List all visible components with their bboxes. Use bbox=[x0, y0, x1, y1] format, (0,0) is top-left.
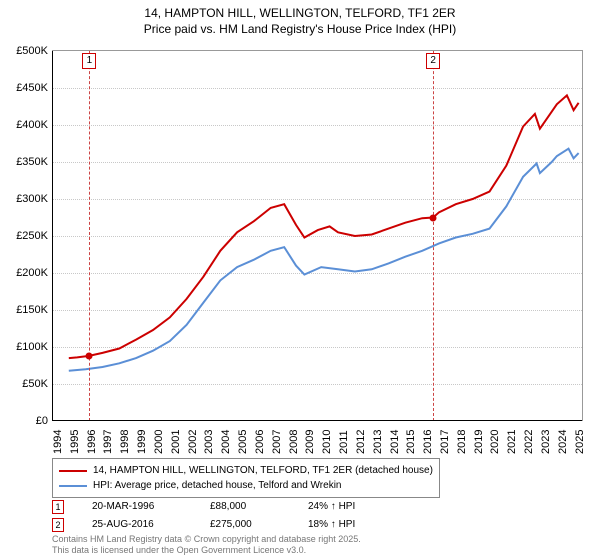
legend-swatch bbox=[59, 485, 87, 487]
y-tick-label: £250K bbox=[4, 230, 48, 242]
footer-attribution: Contains HM Land Registry data © Crown c… bbox=[52, 534, 361, 556]
transaction-price: £275,000 bbox=[210, 516, 280, 534]
x-tick-label: 2019 bbox=[473, 424, 485, 454]
x-tick-label: 2023 bbox=[540, 424, 552, 454]
transaction-date: 25-AUG-2016 bbox=[92, 516, 182, 534]
transaction-price: £88,000 bbox=[210, 498, 280, 516]
x-tick-label: 2024 bbox=[557, 424, 569, 454]
x-tick-label: 1998 bbox=[119, 424, 131, 454]
marker-label: 2 bbox=[426, 53, 440, 69]
x-tick-label: 1997 bbox=[102, 424, 114, 454]
title-line-1: 14, HAMPTON HILL, WELLINGTON, TELFORD, T… bbox=[0, 6, 600, 22]
legend-label: 14, HAMPTON HILL, WELLINGTON, TELFORD, T… bbox=[93, 463, 433, 478]
x-tick-label: 2018 bbox=[456, 424, 468, 454]
chart-title: 14, HAMPTON HILL, WELLINGTON, TELFORD, T… bbox=[0, 0, 600, 37]
x-tick-label: 1999 bbox=[136, 424, 148, 454]
y-tick-label: £400K bbox=[4, 119, 48, 131]
transaction-table: 1 20-MAR-1996 £88,000 24% ↑ HPI 2 25-AUG… bbox=[52, 498, 355, 534]
x-tick-label: 1994 bbox=[52, 424, 64, 454]
footer-line-1: Contains HM Land Registry data © Crown c… bbox=[52, 534, 361, 545]
chart-container: 14, HAMPTON HILL, WELLINGTON, TELFORD, T… bbox=[0, 0, 600, 560]
x-tick-label: 2021 bbox=[506, 424, 518, 454]
y-tick-label: £150K bbox=[4, 304, 48, 316]
series-line-price_paid bbox=[69, 95, 579, 358]
y-tick-label: £300K bbox=[4, 193, 48, 205]
transaction-delta: 24% ↑ HPI bbox=[308, 498, 355, 516]
x-tick-label: 2016 bbox=[422, 424, 434, 454]
x-tick-label: 2009 bbox=[304, 424, 316, 454]
x-tick-label: 1996 bbox=[86, 424, 98, 454]
x-tick-label: 2014 bbox=[389, 424, 401, 454]
marker-label: 1 bbox=[82, 53, 96, 69]
table-row: 1 20-MAR-1996 £88,000 24% ↑ HPI bbox=[52, 498, 355, 516]
x-tick-label: 2010 bbox=[321, 424, 333, 454]
y-tick-label: £0 bbox=[4, 415, 48, 427]
marker-badge: 2 bbox=[52, 518, 64, 532]
legend-swatch bbox=[59, 470, 87, 472]
legend-item: 14, HAMPTON HILL, WELLINGTON, TELFORD, T… bbox=[59, 463, 433, 478]
table-row: 2 25-AUG-2016 £275,000 18% ↑ HPI bbox=[52, 516, 355, 534]
x-tick-label: 2000 bbox=[153, 424, 165, 454]
x-tick-label: 2012 bbox=[355, 424, 367, 454]
x-tick-label: 2011 bbox=[338, 424, 350, 454]
x-tick-label: 2001 bbox=[170, 424, 182, 454]
line-svg bbox=[52, 51, 582, 421]
marker-dot bbox=[430, 214, 437, 221]
x-tick-label: 2005 bbox=[237, 424, 249, 454]
marker-dot bbox=[86, 352, 93, 359]
marker-vline bbox=[433, 51, 434, 421]
x-tick-label: 2013 bbox=[372, 424, 384, 454]
title-line-2: Price paid vs. HM Land Registry's House … bbox=[0, 22, 600, 38]
y-tick-label: £350K bbox=[4, 156, 48, 168]
x-tick-label: 2008 bbox=[288, 424, 300, 454]
legend: 14, HAMPTON HILL, WELLINGTON, TELFORD, T… bbox=[52, 458, 440, 498]
y-axis bbox=[52, 51, 53, 421]
y-tick-label: £100K bbox=[4, 341, 48, 353]
x-tick-label: 2007 bbox=[271, 424, 283, 454]
y-tick-label: £500K bbox=[4, 45, 48, 57]
legend-label: HPI: Average price, detached house, Telf… bbox=[93, 478, 342, 493]
x-tick-label: 2006 bbox=[254, 424, 266, 454]
marker-badge: 1 bbox=[52, 500, 64, 514]
transaction-delta: 18% ↑ HPI bbox=[308, 516, 355, 534]
x-tick-label: 2025 bbox=[574, 424, 586, 454]
x-axis bbox=[52, 420, 582, 421]
footer-line-2: This data is licensed under the Open Gov… bbox=[52, 545, 361, 556]
marker-vline bbox=[89, 51, 90, 421]
x-tick-label: 1995 bbox=[69, 424, 81, 454]
x-tick-label: 2004 bbox=[220, 424, 232, 454]
x-tick-label: 2015 bbox=[405, 424, 417, 454]
x-tick-label: 2020 bbox=[489, 424, 501, 454]
legend-item: HPI: Average price, detached house, Telf… bbox=[59, 478, 433, 493]
y-tick-label: £450K bbox=[4, 82, 48, 94]
x-tick-label: 2003 bbox=[203, 424, 215, 454]
x-tick-label: 2022 bbox=[523, 424, 535, 454]
y-tick-label: £200K bbox=[4, 267, 48, 279]
plot-area: £0£50K£100K£150K£200K£250K£300K£350K£400… bbox=[52, 50, 583, 421]
y-tick-label: £50K bbox=[4, 378, 48, 390]
x-tick-label: 2002 bbox=[187, 424, 199, 454]
transaction-date: 20-MAR-1996 bbox=[92, 498, 182, 516]
series-line-hpi bbox=[69, 149, 579, 371]
x-tick-label: 2017 bbox=[439, 424, 451, 454]
